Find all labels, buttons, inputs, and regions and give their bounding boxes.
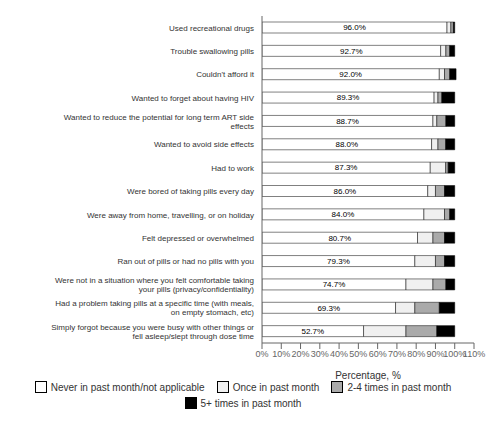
svg-text:84.0%: 84.0% [332,210,355,219]
svg-text:89.3%: 89.3% [337,93,360,102]
svg-text:10%: 10% [272,349,290,359]
svg-text:52.7%: 52.7% [301,327,324,336]
svg-text:Used recreational drugs: Used recreational drugs [169,24,254,33]
svg-text:74.7%: 74.7% [323,280,346,289]
svg-text:88.7%: 88.7% [336,117,359,126]
svg-text:Wanted to forget about having: Wanted to forget about having HIV [132,94,255,103]
svg-text:Wanted to reduce the potential: Wanted to reduce the potential for long … [64,113,255,131]
svg-text:Felt depressed or overwhelmed: Felt depressed or overwhelmed [142,234,254,243]
svg-text:50%: 50% [349,349,367,359]
svg-text:Couldn't afford it: Couldn't afford it [196,70,255,79]
svg-text:96.0%: 96.0% [343,23,366,32]
html-text:2-4 times in past month: 2-4 times in past month [347,381,452,393]
svg-text:100%: 100% [443,349,467,360]
svg-text:69.3%: 69.3% [317,304,340,313]
svg-text:88.0%: 88.0% [335,140,358,149]
svg-text:Were away from home, travellin: Were away from home, travelling, or on h… [87,211,254,220]
svg-text:60%: 60% [369,349,387,359]
svg-text:0%: 0% [255,349,268,359]
svg-text:87.3%: 87.3% [335,163,358,172]
svg-text:20%: 20% [292,349,310,359]
svg-text:92.7%: 92.7% [340,47,363,56]
html-text:Never in past month/not applic: Never in past month/not applicable [50,381,205,393]
html-text:5+ times in past month: 5+ times in past month [200,397,302,409]
svg-text:Trouble swallowing pills: Trouble swallowing pills [170,47,254,56]
svg-text:110%: 110% [463,349,485,359]
svg-text:Were bored of taking pills eve: Were bored of taking pills every day [127,187,254,196]
svg-text:90%: 90% [426,349,444,359]
svg-text:Simply forgot because you were: Simply forgot because you were busy with… [51,323,254,341]
html-text:Once in past month: Once in past month [232,381,320,393]
svg-text:30%: 30% [311,349,329,359]
svg-text:70%: 70% [388,349,406,359]
svg-text:80%: 80% [407,349,425,359]
svg-text:Wanted to avoid side effects: Wanted to avoid side effects [154,140,254,149]
svg-text:Were not in a situation where: Were not in a situation where you felt c… [55,276,254,294]
svg-text:86.0%: 86.0% [334,187,357,196]
svg-text:92.0%: 92.0% [339,70,362,79]
svg-text:79.3%: 79.3% [327,257,350,266]
svg-text:Percentage, %: Percentage, % [335,370,401,381]
svg-text:Had a problem taking pills at: Had a problem taking pills at a specific… [55,299,254,317]
svg-text:40%: 40% [330,349,348,359]
svg-text:Ran out of pills or had no pil: Ran out of pills or had no pills with yo… [117,257,254,266]
svg-text:80.7%: 80.7% [328,234,351,243]
svg-text:Had to work: Had to work [211,164,255,173]
